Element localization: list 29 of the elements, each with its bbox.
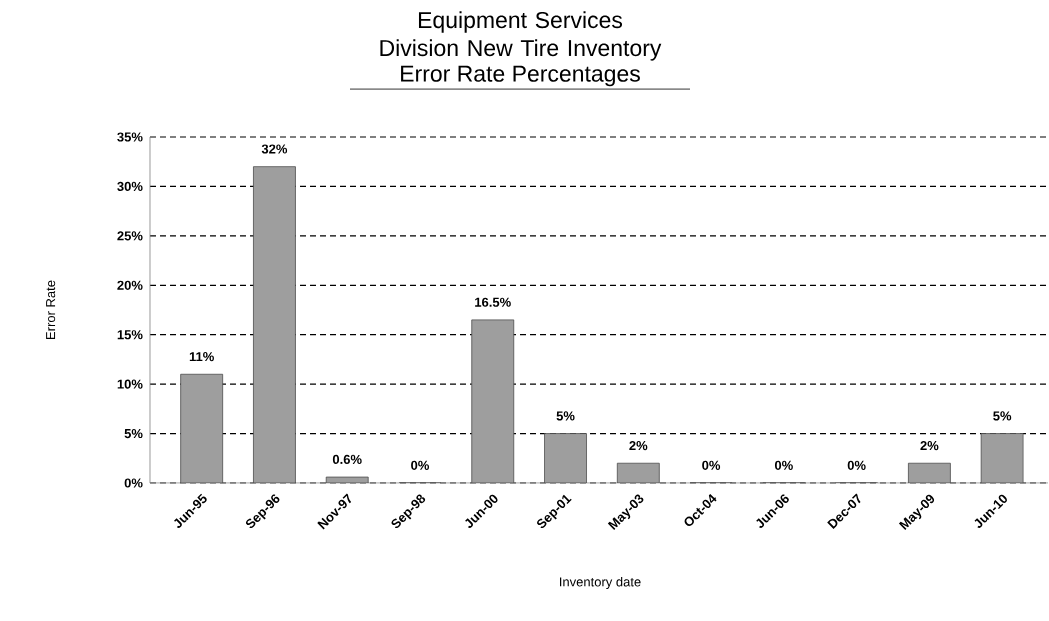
data-label: 2% <box>920 440 939 451</box>
y-tick-label: 35% <box>117 132 143 142</box>
bar <box>471 319 515 483</box>
y-tick-label: 20% <box>117 280 143 290</box>
chart-subtitle: Error Rate Percentages <box>401 65 640 87</box>
data-label: 2% <box>629 440 648 451</box>
y-tick-label: 30% <box>117 181 143 192</box>
y-tick-label: 15% <box>117 330 143 340</box>
x-axis-title: Inventory date <box>560 576 641 590</box>
y-axis-title: Error Rate <box>46 280 56 339</box>
y-tick-label: 0% <box>124 478 143 488</box>
y-tick-label: 5% <box>124 428 143 439</box>
bar <box>980 433 1024 483</box>
data-label: 0.6% <box>332 454 362 464</box>
data-label: 0% <box>774 460 793 470</box>
chart-title: Equipment Services Division New Tire Inventory <box>380 11 662 61</box>
y-tick-label: 10% <box>117 379 143 389</box>
data-label: 11% <box>189 352 214 362</box>
bar <box>544 433 587 483</box>
data-label: 0% <box>847 460 866 470</box>
bar <box>253 166 296 483</box>
bar <box>180 373 224 483</box>
data-label: 32% <box>261 144 288 154</box>
data-label: 5% <box>993 411 1012 421</box>
data-label: 5% <box>556 411 575 421</box>
data-label: 0% <box>411 460 430 470</box>
y-tick-label: 25% <box>117 231 143 241</box>
data-label: 16.5% <box>475 297 511 307</box>
data-label: 0% <box>702 460 721 470</box>
